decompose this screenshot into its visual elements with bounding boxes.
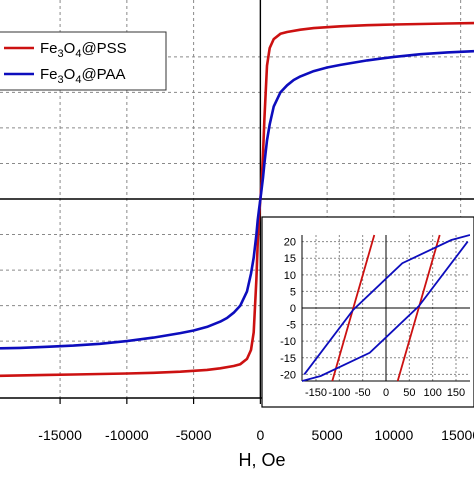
inset-frame <box>261 216 474 408</box>
inset-series-line-fe3o4-paa <box>303 234 470 375</box>
x-axis-title: H, Oe <box>238 450 285 470</box>
inset-series-line-fe3o4-paa <box>302 241 469 382</box>
x-tick-label: -5000 <box>176 427 212 443</box>
inset-x-tick-label: 0 <box>383 387 389 399</box>
inset-series-line-fe3o4-pss <box>396 234 441 382</box>
inset-x-tick-label: 50 <box>403 387 415 399</box>
series-line-fe3o4-paa <box>0 49 474 350</box>
inset-x-tick-label: -50 <box>355 387 371 399</box>
inset-y-tick-label: -15 <box>280 353 296 365</box>
inset-y-tick-label: 0 <box>290 303 296 315</box>
inset-x-tick-label: 100 <box>423 387 441 399</box>
x-tick-label: 5000 <box>312 427 343 443</box>
legend-label: Fe3O4@PSS <box>40 40 127 60</box>
inset-y-tick-label: 5 <box>290 286 296 298</box>
inset-y-tick-label: 10 <box>284 270 296 282</box>
inset-x-tick-label: -100 <box>328 387 350 399</box>
inset-x-tick-label: 150 <box>447 387 465 399</box>
inset-y-tick-label: -20 <box>280 369 296 381</box>
main-series <box>0 21 474 378</box>
inset-y-tick-label: 20 <box>284 237 296 249</box>
inset-x-tick-label: -150 <box>305 387 327 399</box>
inset-series <box>302 234 470 382</box>
inset-y-tick-label: -10 <box>280 336 296 348</box>
main-tick-labels: -15000 -10000 -5000 0 5000 10000 15000 <box>38 427 474 443</box>
x-tick-label: -15000 <box>38 427 82 443</box>
legend-label: Fe3O4@PAA <box>40 66 126 86</box>
legend: Fe3O4@PSS Fe3O4@PAA <box>0 31 167 91</box>
inset-series-line-fe3o4-pss <box>331 234 376 382</box>
x-tick-label: 10000 <box>374 427 413 443</box>
inset-axes <box>301 235 470 382</box>
legend-box <box>0 31 167 91</box>
x-tick-label: 0 <box>256 427 264 443</box>
x-tick-label: -10000 <box>105 427 149 443</box>
inset-y-tick-label: 15 <box>284 253 296 265</box>
inset-y-tick-label: -5 <box>286 320 296 332</box>
x-tick-label: 15000 <box>441 427 474 443</box>
